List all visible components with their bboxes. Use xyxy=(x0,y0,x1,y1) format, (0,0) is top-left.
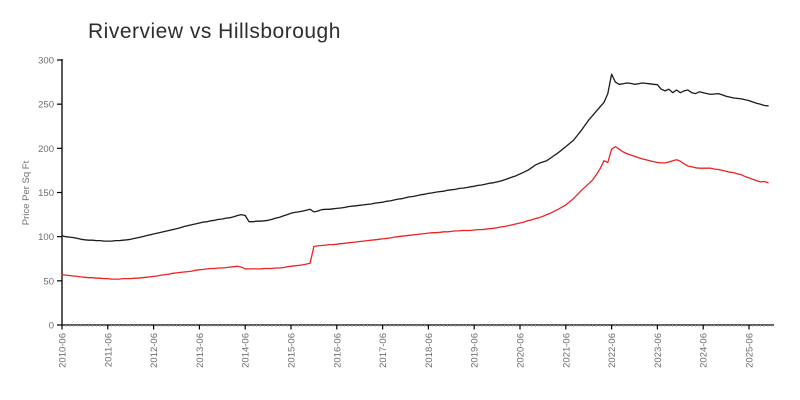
y-tick-label: 150 xyxy=(38,188,54,199)
x-tick-label: 2013-06 xyxy=(195,333,206,368)
y-tick-label: 200 xyxy=(38,144,54,155)
x-tick-label: 2010-06 xyxy=(58,333,69,368)
chart-title: Riverview vs Hillsborough xyxy=(88,20,341,43)
x-tick-label: 2011-06 xyxy=(103,333,114,367)
x-tick-label: 2023-06 xyxy=(653,333,664,368)
x-tick-label: 2022-06 xyxy=(607,333,618,368)
x-tick-label: 2025-06 xyxy=(745,333,756,368)
x-tick-label: 2014-06 xyxy=(241,333,252,368)
plot-area: 0 50 100 150 200 250 300 2010-06 2011-06 2012-06 2… xyxy=(38,56,774,368)
series-riverview-line xyxy=(61,73,769,242)
x-tick-label: 2024-06 xyxy=(699,333,710,368)
x-tick-label: 2020-06 xyxy=(516,333,527,368)
x-tick-label: 2015-06 xyxy=(287,333,298,368)
x-tick-label: 2019-06 xyxy=(470,333,481,368)
y-tick-label: 300 xyxy=(38,56,54,67)
x-tick-label: 2016-06 xyxy=(332,333,343,368)
x-tick-label: 2012-06 xyxy=(149,333,160,368)
series-hillsborough-line xyxy=(61,145,769,280)
y-tick-label: 250 xyxy=(38,100,54,111)
x-tick-label: 2017-06 xyxy=(378,333,389,368)
y-axis-label: Price Per Sq Ft xyxy=(21,160,32,225)
y-tick-label: 0 xyxy=(49,321,54,332)
x-tick-label: 2018-06 xyxy=(424,333,435,368)
x-tick-label: 2021-06 xyxy=(561,333,572,368)
y-tick-label: 50 xyxy=(43,276,54,287)
y-tick-label: 100 xyxy=(38,232,54,243)
